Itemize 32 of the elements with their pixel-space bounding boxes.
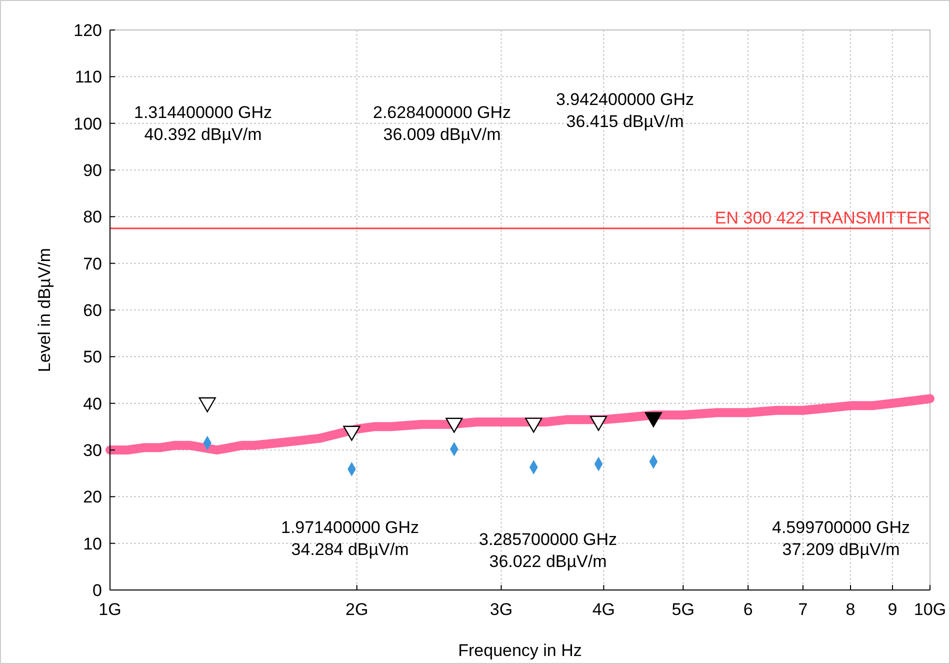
x-tick-label: 2G	[346, 600, 368, 619]
x-tick-label: 5G	[672, 600, 694, 619]
x-tick-label: 1G	[98, 600, 122, 619]
x-axis-title: Frequency in Hz	[458, 641, 582, 660]
annotation: 1.314400000 GHz 40.392 dBµV/m	[134, 103, 272, 144]
y-tick-label: 30	[83, 441, 102, 460]
annotation: 2.628400000 GHz 36.009 dBµV/m	[373, 103, 511, 144]
x-tick-label: 8	[846, 600, 856, 619]
x-tick-label: 4G	[592, 600, 616, 619]
y-tick-label: 40	[83, 394, 102, 414]
y-tick-label: 50	[83, 348, 102, 367]
y-tick-label: 0	[92, 581, 102, 600]
y-tick-label: 20	[83, 488, 102, 507]
annotation: 1.971400000 GHz 34.284 dBµV/m	[281, 518, 419, 559]
x-tick-label: 6	[743, 600, 753, 619]
ref-line-label: EN 300 422 TRANSMITTER	[714, 208, 930, 228]
y-tick-label: 100	[74, 114, 102, 134]
x-tick-label: 9	[888, 600, 898, 619]
annotation: 3.285700000 GHz 36.022 dBµV/m	[479, 530, 617, 571]
x-tick-label: 10G	[914, 600, 946, 619]
y-tick-label: 120	[74, 21, 102, 40]
annotation: 3.942400000 GHz 36.415 dBµV/m	[556, 90, 694, 131]
y-tick-label: 10	[83, 534, 102, 554]
x-tick-label: 3G	[490, 600, 513, 619]
y-axis-title: Level in dBµV/m	[35, 248, 54, 372]
y-tick-label: 110	[74, 68, 102, 87]
y-tick-label: 60	[83, 301, 102, 320]
y-tick-label: 70	[83, 254, 102, 274]
y-tick-label: 90	[83, 161, 102, 180]
annotation: 4.599700000 GHz 37.209 dBµV/m	[772, 518, 910, 559]
y-tick-label: 80	[83, 208, 102, 227]
x-tick-label: 7	[798, 600, 808, 619]
